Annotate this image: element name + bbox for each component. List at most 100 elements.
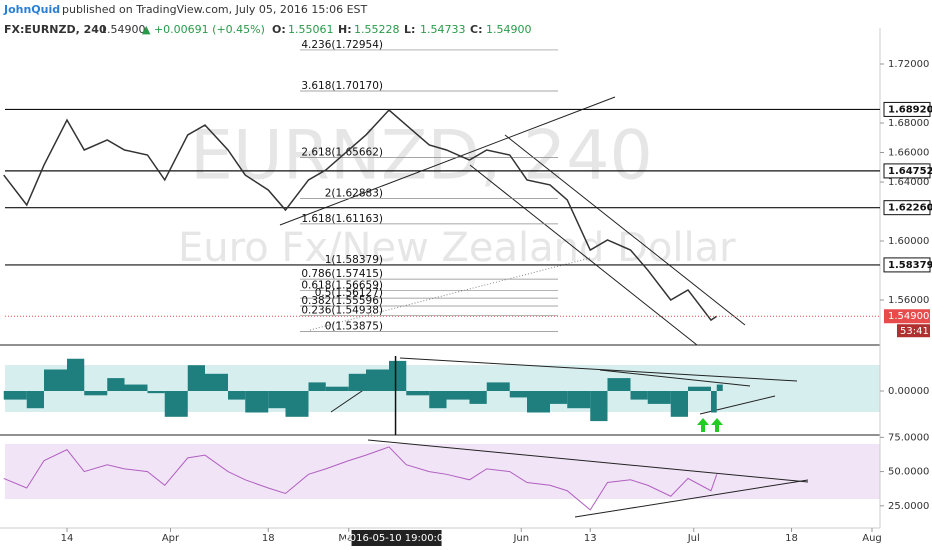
y-tick-label: 75.0000 xyxy=(888,432,929,443)
symbol: FX:EURNZD, 240 xyxy=(4,23,107,36)
crosshair-label: 2016-05-10 19:00:00 xyxy=(343,533,449,544)
rsi-band xyxy=(5,444,880,499)
oscillator-bar xyxy=(647,391,671,404)
oscillator-bar xyxy=(389,360,407,391)
x-tick-label: 14 xyxy=(61,533,74,544)
oscillator-bar xyxy=(124,384,148,391)
x-tick-label: Aug xyxy=(862,533,882,544)
level-label: 1.68920 xyxy=(888,104,932,115)
fib-label: 1.618(1.61163) xyxy=(301,213,383,225)
trendline xyxy=(279,96,616,226)
y-tick-label: 25.0000 xyxy=(888,501,929,512)
oscillator-bar xyxy=(429,391,447,409)
oscillator-bar xyxy=(325,386,349,391)
level-box xyxy=(883,257,931,273)
oscillator-bar xyxy=(366,369,389,391)
oscillator-bar xyxy=(711,391,717,413)
y-tick-label: 1.56000 xyxy=(888,295,929,306)
oscillator-bar xyxy=(84,391,108,396)
fib-label: 0.382(1.55596) xyxy=(301,295,383,307)
oscillator-bar xyxy=(285,391,309,417)
oscillator-bar xyxy=(187,365,205,391)
fib-label: 2(1.62883) xyxy=(325,187,383,199)
oscillator-bar xyxy=(670,391,688,417)
ohlc-label: L: xyxy=(404,23,415,36)
level-label: 1.62260 xyxy=(888,203,932,214)
oscillator-bar xyxy=(228,391,246,400)
y-tick-label: 1.68000 xyxy=(888,118,929,129)
oscillator-bar xyxy=(607,378,631,391)
fib-label: 1(1.58379) xyxy=(325,254,383,266)
y-tick-label: 1.72000 xyxy=(888,59,929,70)
fib-label: 0.236(1.54938) xyxy=(301,305,383,317)
current-price-label: 1.54900 xyxy=(888,311,929,322)
oscillator-bar xyxy=(348,373,366,391)
ohlc-label: O: xyxy=(272,23,286,36)
trendline xyxy=(504,134,746,326)
y-tick-label: 0.00000 xyxy=(888,386,929,397)
oscillator-bar xyxy=(107,378,125,391)
oscillator-bar xyxy=(509,391,527,398)
oscillator-bar xyxy=(147,391,165,394)
ohlc-label: H: xyxy=(338,23,352,36)
trendline xyxy=(367,439,809,483)
current-price-box xyxy=(884,309,930,324)
trendline xyxy=(574,479,809,518)
change: ▲ +0.00691 (+0.45%) xyxy=(142,23,265,36)
fib-label: 0.618(1.56659) xyxy=(301,279,383,291)
fib-label: 0.5(1.56127) xyxy=(315,287,383,299)
level-box xyxy=(883,200,931,216)
oscillator-bar xyxy=(44,369,67,391)
fib-label: 0.786(1.57415) xyxy=(301,268,383,280)
x-tick-label: Jul xyxy=(687,533,700,544)
trendlines xyxy=(279,96,809,518)
x-tick-label: 18 xyxy=(785,533,798,544)
ohlc-value: 1.54900 xyxy=(486,23,532,36)
last-price: 1.54900 xyxy=(100,23,146,36)
oscillator-bar xyxy=(550,391,568,404)
level-box xyxy=(883,101,931,117)
fib-label: 3.618(1.70170) xyxy=(301,80,383,92)
y-tick-label: 1.64000 xyxy=(888,177,929,188)
author[interactable]: JohnQuid xyxy=(3,3,60,16)
oscillator-bar xyxy=(688,386,711,391)
oscillator-bar xyxy=(446,391,470,400)
oscillator-bar xyxy=(527,391,550,413)
trendline xyxy=(309,257,591,331)
oscillator-bar xyxy=(205,373,228,391)
watermark: EURNZD, 240 xyxy=(190,117,653,196)
crosshair-box xyxy=(351,530,442,546)
oscillator-bar xyxy=(590,391,608,422)
oscillator-bar xyxy=(469,391,487,404)
y-tick-label: 1.66000 xyxy=(888,147,929,158)
trendline xyxy=(469,164,698,346)
oscillator-bar xyxy=(67,358,85,391)
oscillator-bar xyxy=(567,391,591,409)
x-tick-label: 18 xyxy=(262,533,275,544)
x-tick-label: Jun xyxy=(512,533,529,544)
fib-label: 2.618(1.65662) xyxy=(301,146,383,158)
y-tick-label: 50.0000 xyxy=(888,467,929,478)
oscillator-bar xyxy=(486,382,510,391)
oscillator-bar xyxy=(268,391,286,409)
ohlc-value: 1.55061 xyxy=(288,23,334,36)
level-label: 1.58379 xyxy=(888,260,932,271)
ohlc-label: C: xyxy=(470,23,482,36)
oscillator-bar xyxy=(630,391,648,400)
oscillator-bar xyxy=(406,391,430,396)
trendline xyxy=(599,369,751,387)
x-tick-label: 13 xyxy=(584,533,597,544)
watermark: Euro Fx/New Zealand Dollar xyxy=(178,225,736,271)
oscillator-bar xyxy=(716,384,723,391)
ohlc-value: 1.55228 xyxy=(354,23,400,36)
level-box xyxy=(883,163,931,179)
oscillator-bar xyxy=(245,391,269,413)
countdown-box xyxy=(897,324,930,338)
x-tick-label: Apr xyxy=(162,533,180,544)
oscillator-bar xyxy=(308,382,326,391)
signal-arrows xyxy=(697,418,723,432)
price-line xyxy=(3,108,718,322)
fib-label: 0(1.53875) xyxy=(325,320,383,332)
